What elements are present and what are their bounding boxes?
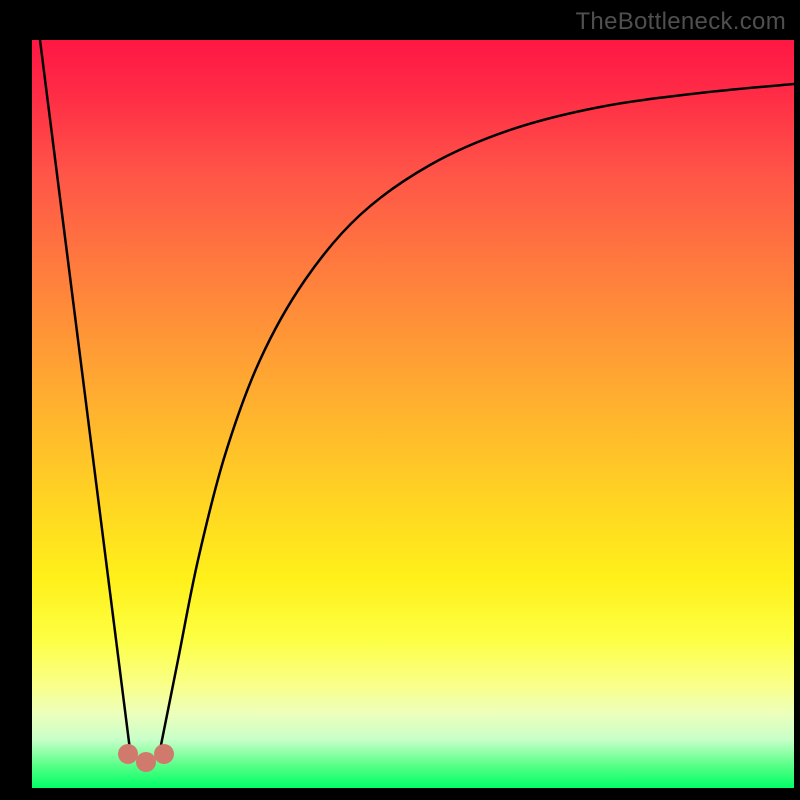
curve-left-branch <box>40 40 130 750</box>
minimum-marker <box>118 744 138 764</box>
watermark-text: TheBottleneck.com <box>575 8 786 36</box>
curve-layer <box>0 0 800 800</box>
minimum-marker <box>154 744 174 764</box>
chart-container: TheBottleneck.com <box>0 0 800 800</box>
minimum-marker <box>136 752 156 772</box>
curve-right-branch <box>160 84 794 750</box>
